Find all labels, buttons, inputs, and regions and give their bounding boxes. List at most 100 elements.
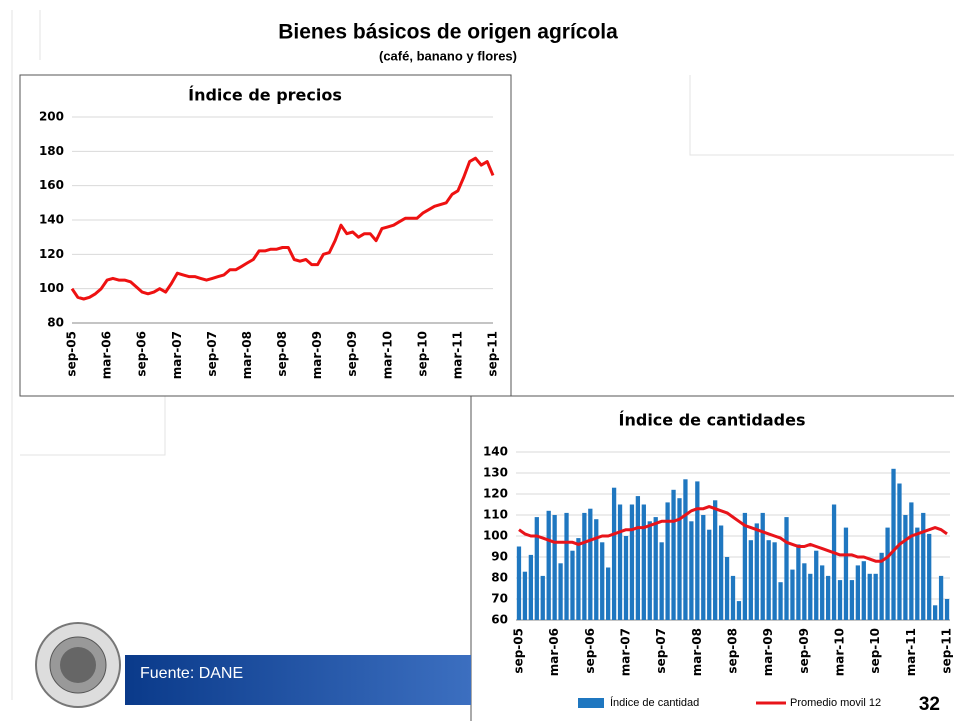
bar: [932, 605, 938, 620]
bar: [576, 538, 581, 620]
chart-title: Índice de cantidades: [619, 411, 806, 430]
y-tick-label: 70: [491, 592, 508, 606]
bar: [516, 546, 522, 620]
x-tick-label: sep-09: [797, 628, 811, 674]
bar: [600, 542, 605, 620]
y-tick-label: 140: [39, 213, 64, 227]
bar: [522, 571, 528, 620]
bar: [534, 517, 539, 620]
y-tick-label: 120: [39, 247, 64, 261]
bar: [831, 504, 837, 620]
x-tick-label: mar-09: [310, 331, 324, 379]
bar: [701, 515, 706, 620]
x-tick-label: sep-08: [275, 331, 289, 377]
bar: [772, 542, 777, 620]
bar: [885, 527, 890, 620]
bar: [695, 481, 700, 620]
bar: [641, 504, 646, 620]
slide-title: Bienes básicos de origen agrícola: [278, 21, 618, 44]
bar: [730, 575, 736, 620]
x-tick-label: mar-10: [380, 331, 394, 379]
bar: [861, 561, 866, 620]
bar: [754, 523, 759, 620]
bar: [546, 510, 551, 620]
x-tick-label: mar-09: [761, 628, 775, 676]
bar: [938, 575, 944, 620]
bar: [903, 515, 908, 620]
y-tick-label: 160: [39, 178, 64, 192]
bar: [582, 512, 587, 620]
bar: [683, 479, 688, 620]
bar: [796, 544, 801, 620]
bar: [623, 536, 629, 620]
bar: [707, 529, 712, 620]
bar: [677, 498, 682, 620]
x-tick-label: mar-11: [904, 628, 918, 676]
x-tick-label: sep-09: [345, 331, 359, 377]
x-tick-label: mar-06: [547, 628, 561, 676]
bar: [718, 525, 724, 620]
bar: [944, 599, 950, 620]
bar: [915, 527, 920, 620]
bar: [653, 517, 658, 620]
bar: [778, 582, 783, 620]
legend-label: Promedio movil 12: [790, 697, 881, 709]
bar: [921, 512, 926, 620]
x-tick-label: sep-06: [135, 331, 149, 377]
decor-lines: [11, 10, 954, 700]
x-tick-label: sep-08: [726, 628, 740, 674]
bar: [647, 521, 652, 620]
x-tick-label: mar-11: [450, 331, 464, 379]
bar: [611, 487, 617, 620]
bar: [570, 550, 575, 620]
bar: [528, 554, 534, 620]
bar: [736, 601, 742, 620]
x-tick-label: sep-05: [511, 628, 525, 674]
bar: [617, 504, 623, 620]
footer-bar: [125, 655, 471, 705]
y-tick-label: 110: [483, 508, 508, 522]
bar: [837, 580, 843, 620]
bar: [814, 550, 819, 620]
bar: [891, 468, 896, 620]
y-tick-label: 180: [39, 144, 64, 158]
x-tick-label: mar-10: [833, 628, 847, 676]
x-tick-label: sep-06: [583, 628, 597, 674]
bar: [808, 573, 813, 620]
bar: [713, 500, 718, 620]
logo: [35, 622, 121, 708]
y-tick-label: 90: [491, 550, 508, 564]
y-tick-label: 100: [483, 529, 508, 543]
legend-swatch: [578, 698, 604, 708]
bar: [588, 508, 593, 620]
bar: [742, 512, 748, 620]
bar: [873, 573, 878, 620]
bar: [540, 575, 545, 620]
bar: [635, 496, 641, 620]
bar: [671, 489, 676, 620]
page-number: 32: [919, 694, 940, 715]
bar: [724, 557, 730, 620]
legend-label: Índice de cantidad: [610, 696, 699, 709]
moving-average-line: [518, 505, 948, 563]
bar: [558, 563, 563, 620]
bar: [909, 502, 914, 620]
x-tick-label: sep-05: [65, 331, 79, 377]
x-tick-label: sep-11: [940, 628, 954, 674]
bar: [790, 569, 795, 620]
bar: [879, 552, 884, 620]
bar: [594, 519, 599, 620]
chart-title: Índice de precios: [188, 86, 342, 105]
price-line: [70, 156, 495, 301]
bar: [927, 533, 932, 620]
y-tick-label: 80: [47, 316, 64, 330]
bar: [784, 517, 789, 620]
bar: [820, 565, 825, 620]
slide-subtitle: (café, banano y flores): [379, 48, 517, 63]
x-tick-label: sep-07: [205, 331, 219, 377]
bar: [760, 512, 765, 620]
bar: [855, 565, 860, 620]
y-tick-label: 140: [483, 445, 508, 459]
x-tick-label: sep-10: [415, 331, 429, 377]
